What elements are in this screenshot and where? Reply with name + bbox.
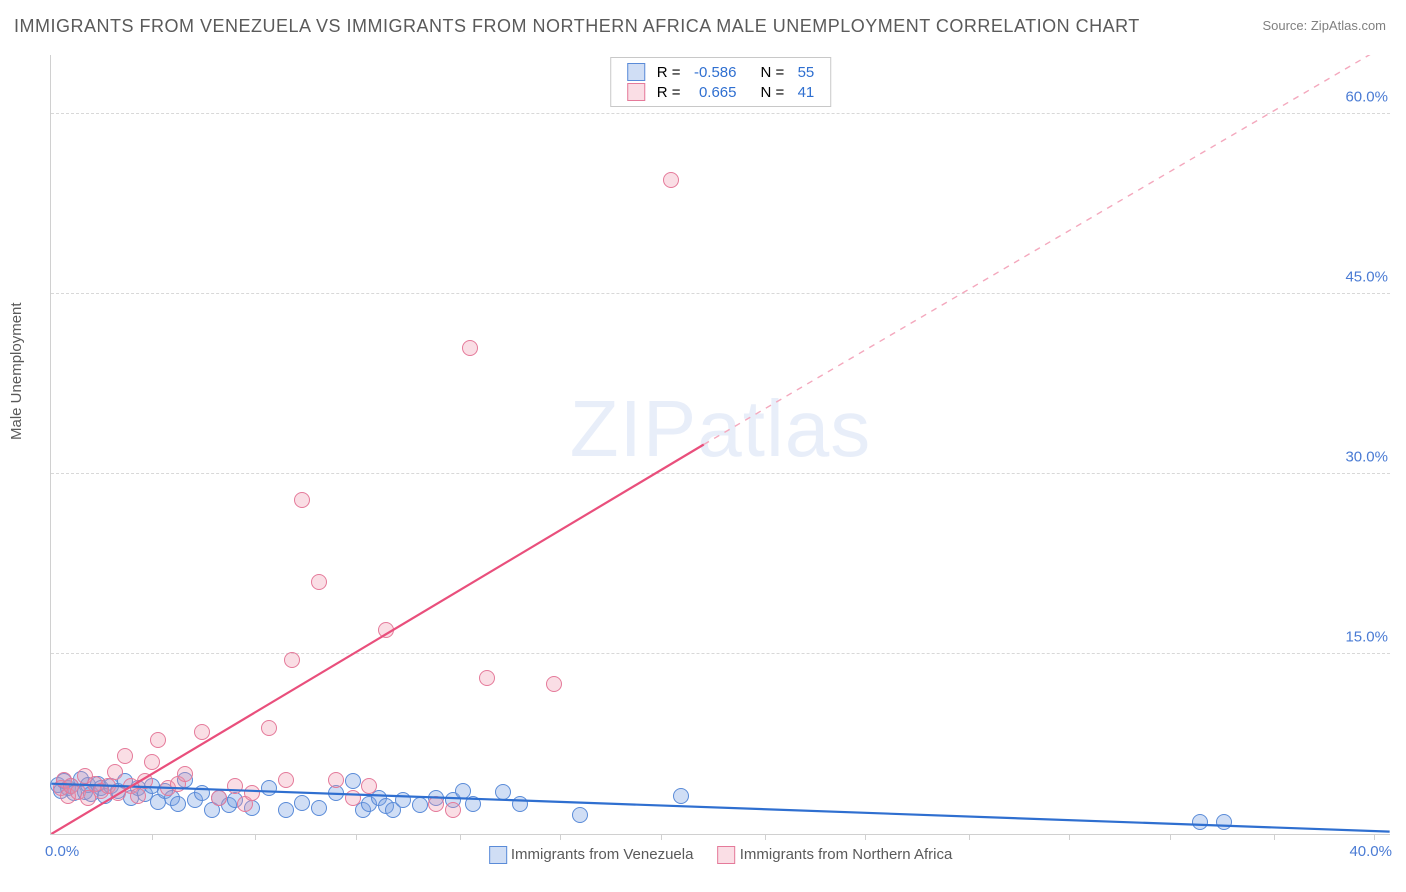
x-tick <box>560 834 561 840</box>
data-point <box>294 795 310 811</box>
y-tick-label: 15.0% <box>1341 629 1392 646</box>
x-tick <box>460 834 461 840</box>
data-point <box>150 732 166 748</box>
data-point <box>512 796 528 812</box>
data-point <box>261 720 277 736</box>
x-tick <box>152 834 153 840</box>
legend-item-venezuela: Immigrants from Venezuela <box>489 846 698 863</box>
y-tick-label: 45.0% <box>1341 269 1392 286</box>
data-point <box>137 773 153 789</box>
legend-swatch-nafrica <box>718 846 736 864</box>
y-tick-label: 60.0% <box>1341 89 1392 106</box>
data-point <box>1192 814 1208 830</box>
x-tick <box>765 834 766 840</box>
data-point <box>294 492 310 508</box>
data-point <box>428 796 444 812</box>
x-tick <box>865 834 866 840</box>
data-point <box>284 652 300 668</box>
data-point <box>244 785 260 801</box>
data-point <box>278 772 294 788</box>
data-point <box>328 772 344 788</box>
data-point <box>278 802 294 818</box>
data-point <box>663 172 679 188</box>
watermark: ZIPatlas <box>570 383 871 475</box>
data-point <box>177 766 193 782</box>
data-point <box>130 788 146 804</box>
n-label: N = <box>755 62 791 82</box>
data-point <box>311 574 327 590</box>
data-point <box>462 340 478 356</box>
r-label: R = <box>651 62 687 82</box>
source-label: Source: ZipAtlas.com <box>1262 18 1386 33</box>
trend-lines <box>51 55 1390 834</box>
legend-swatch-nafrica <box>627 83 645 101</box>
legend-item-nafrica: Immigrants from Northern Africa <box>718 846 953 863</box>
data-point <box>479 670 495 686</box>
data-point <box>194 785 210 801</box>
data-point <box>361 778 377 794</box>
data-point <box>546 676 562 692</box>
data-point <box>311 800 327 816</box>
data-point <box>465 796 481 812</box>
x-tick <box>255 834 256 840</box>
x-tick <box>969 834 970 840</box>
data-point <box>345 773 361 789</box>
legend-label: Immigrants from Venezuela <box>511 846 694 863</box>
data-point <box>345 790 361 806</box>
data-point <box>395 792 411 808</box>
data-point <box>572 807 588 823</box>
legend-stats-row: R = 0.665 N = 41 <box>621 82 821 102</box>
x-tick <box>356 834 357 840</box>
r-value-venezuela: -0.586 <box>687 62 743 82</box>
data-point <box>378 622 394 638</box>
legend-label: Immigrants from Northern Africa <box>740 846 953 863</box>
legend-swatch-venezuela <box>489 846 507 864</box>
data-point <box>117 748 133 764</box>
data-point <box>107 764 123 780</box>
gridline <box>51 473 1390 474</box>
x-tick <box>1069 834 1070 840</box>
data-point <box>144 754 160 770</box>
data-point <box>412 797 428 813</box>
y-tick-label: 30.0% <box>1341 449 1392 466</box>
x-tick <box>661 834 662 840</box>
y-axis-label: Male Unemployment <box>8 302 25 440</box>
x-tick-label-max: 40.0% <box>1349 843 1392 860</box>
watermark-bold: ZIP <box>570 384 697 473</box>
gridline <box>51 113 1390 114</box>
gridline <box>51 653 1390 654</box>
chart-title: IMMIGRANTS FROM VENEZUELA VS IMMIGRANTS … <box>14 16 1140 37</box>
legend-stats: R = -0.586 N = 55 R = 0.665 N = 41 <box>610 57 832 107</box>
data-point <box>170 796 186 812</box>
data-point <box>227 778 243 794</box>
data-point <box>495 784 511 800</box>
n-label: N = <box>755 82 791 102</box>
n-value-nafrica: 41 <box>790 82 820 102</box>
legend-stats-row: R = -0.586 N = 55 <box>621 62 821 82</box>
n-value-venezuela: 55 <box>790 62 820 82</box>
x-tick <box>1170 834 1171 840</box>
legend-series: Immigrants from Venezuela Immigrants fro… <box>479 846 963 864</box>
data-point <box>1216 814 1232 830</box>
r-label: R = <box>651 82 687 102</box>
x-tick <box>1274 834 1275 840</box>
data-point <box>261 780 277 796</box>
data-point <box>445 802 461 818</box>
legend-swatch-venezuela <box>627 63 645 81</box>
x-tick <box>1374 834 1375 840</box>
x-tick-label-min: 0.0% <box>45 843 79 860</box>
r-value-nafrica: 0.665 <box>687 82 743 102</box>
scatter-chart: ZIPatlas R = -0.586 N = 55 R = 0.665 N =… <box>50 55 1390 835</box>
data-point <box>194 724 210 740</box>
gridline <box>51 293 1390 294</box>
data-point <box>673 788 689 804</box>
watermark-thin: atlas <box>697 384 871 473</box>
data-point <box>211 790 227 806</box>
